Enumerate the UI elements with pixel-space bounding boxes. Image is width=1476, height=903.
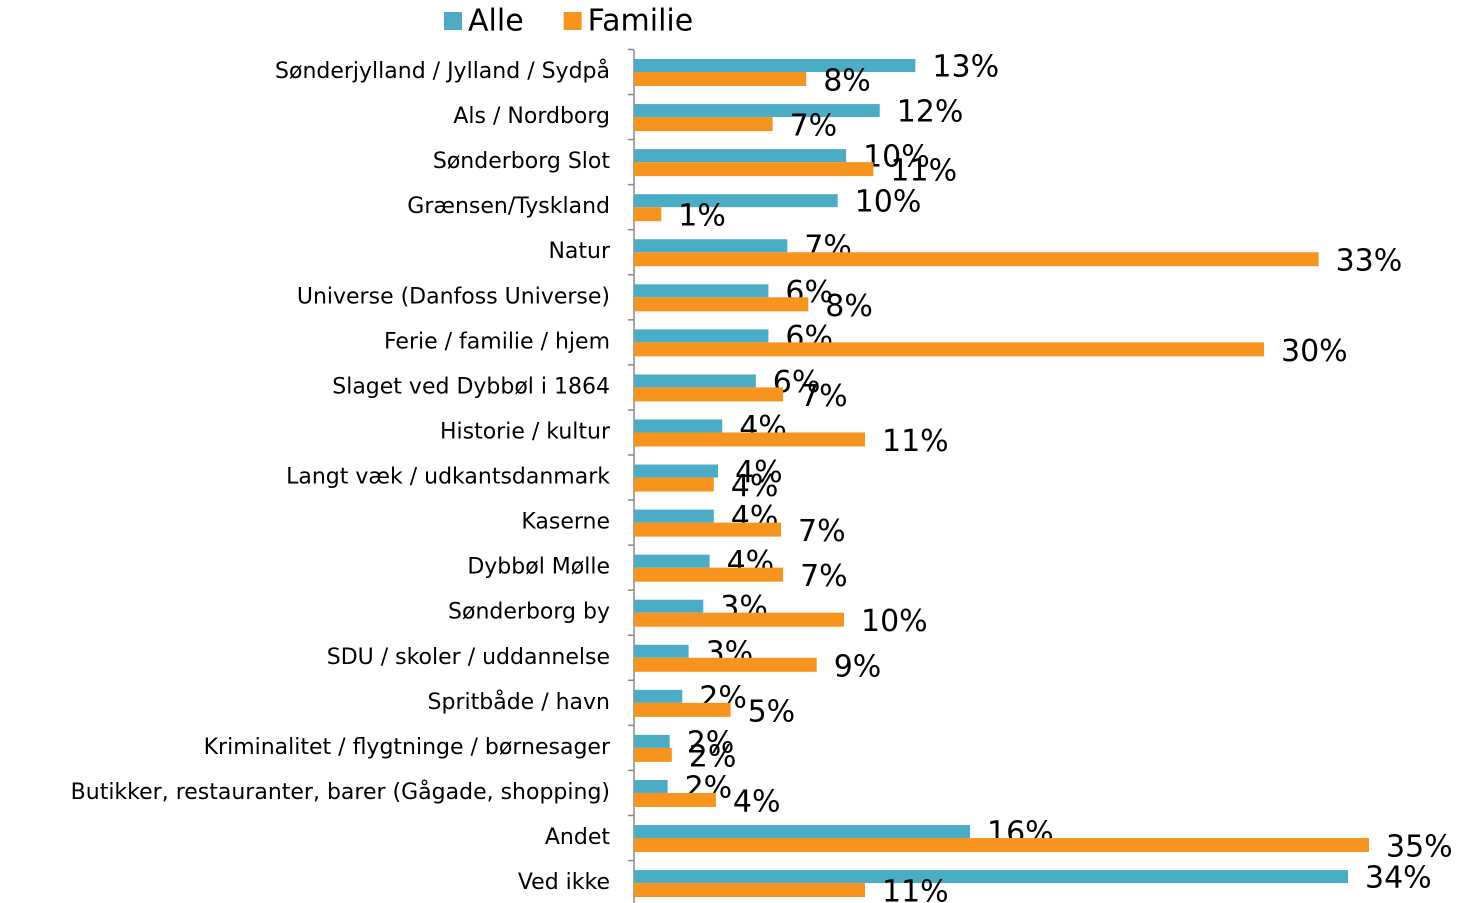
category-label: Sønderjylland / Jylland / Sydpå — [275, 58, 610, 84]
bar — [634, 883, 865, 898]
category-label: Spritbåde / havn — [428, 689, 610, 715]
data-label: 4% — [733, 784, 781, 819]
data-label: 2% — [687, 725, 735, 760]
category-label: Kaserne — [521, 510, 610, 535]
bar — [634, 554, 710, 568]
category-label: Andet — [545, 825, 610, 850]
bar — [634, 329, 769, 343]
data-label: 10% — [855, 185, 922, 220]
data-label: 11% — [882, 424, 949, 459]
bar — [634, 644, 689, 658]
bar — [634, 612, 844, 627]
data-label: 13% — [932, 50, 999, 85]
bar — [634, 239, 788, 253]
category-label: Sønderborg Slot — [433, 149, 610, 174]
legend-label: Alle — [468, 4, 524, 39]
bar — [634, 117, 773, 132]
legend-swatch — [444, 12, 462, 30]
bar — [634, 870, 1348, 884]
category-label: Grænsen/Tyskland — [407, 194, 610, 219]
category-label: Slaget ved Dybbøl i 1864 — [332, 374, 610, 399]
bar — [634, 689, 683, 703]
data-label: 10% — [861, 604, 928, 639]
bar — [634, 162, 874, 177]
category-label: Butikker, restauranter, barer (Gågade, s… — [71, 779, 610, 805]
data-label: 7% — [800, 559, 848, 594]
data-label: 30% — [1281, 334, 1348, 369]
bar — [634, 284, 769, 298]
data-label: 7% — [790, 109, 838, 144]
category-label: Universe (Danfoss Universe) — [297, 284, 610, 309]
category-label: Als / Nordborg — [453, 104, 610, 129]
category-label: Langt væk / udkantsdanmark — [286, 465, 610, 490]
category-label: Dybbøl Mølle — [467, 555, 610, 580]
category-label: SDU / skoler / uddannelse — [327, 645, 610, 670]
bar — [634, 72, 807, 86]
data-label: 2% — [689, 739, 737, 774]
data-label: 10% — [863, 140, 930, 175]
data-label: 33% — [1336, 244, 1403, 279]
bar — [634, 194, 838, 208]
data-label: 4% — [731, 469, 779, 504]
category-label: Historie / kultur — [440, 419, 611, 444]
bar — [634, 477, 714, 492]
bar — [634, 342, 1264, 357]
bar — [634, 104, 880, 118]
category-label: Kriminalitet / flygtninge / børnesager — [204, 735, 611, 760]
category-label: Ved ikke — [518, 870, 610, 895]
category-label: Ferie / familie / hjem — [384, 329, 610, 354]
bar — [634, 734, 670, 748]
bar — [634, 297, 809, 312]
data-label: 7% — [800, 379, 848, 414]
bar — [634, 779, 668, 793]
legend-swatch — [563, 12, 582, 30]
data-label: 7% — [798, 514, 846, 549]
bar — [634, 599, 704, 613]
data-label: 5% — [748, 694, 796, 729]
bar — [634, 509, 714, 523]
data-label: 1% — [678, 199, 726, 234]
legend-label: Familie — [588, 4, 694, 39]
category-label: Sønderborg by — [448, 600, 610, 625]
bar — [634, 567, 784, 582]
bar — [634, 747, 672, 762]
data-label: 8% — [823, 64, 871, 99]
data-label: 11% — [890, 154, 957, 189]
bar — [634, 149, 847, 163]
bar — [634, 838, 1369, 853]
category-label: Natur — [548, 239, 611, 264]
data-label: 8% — [825, 289, 873, 324]
bar — [634, 374, 756, 388]
bar — [634, 207, 662, 222]
data-label: 12% — [897, 95, 964, 130]
data-label: 9% — [834, 649, 882, 684]
bar — [634, 464, 718, 478]
bar — [634, 657, 817, 672]
bar — [634, 825, 970, 839]
bar — [634, 522, 781, 537]
bar — [634, 702, 731, 717]
bar — [634, 59, 916, 72]
data-label: 4% — [735, 455, 783, 490]
bar — [634, 432, 865, 447]
bar — [634, 387, 784, 402]
data-label: 35% — [1386, 830, 1453, 865]
bar — [634, 252, 1319, 267]
bar — [634, 792, 716, 807]
data-label: 11% — [882, 875, 949, 903]
data-label: 34% — [1365, 861, 1432, 896]
bar — [634, 419, 723, 433]
